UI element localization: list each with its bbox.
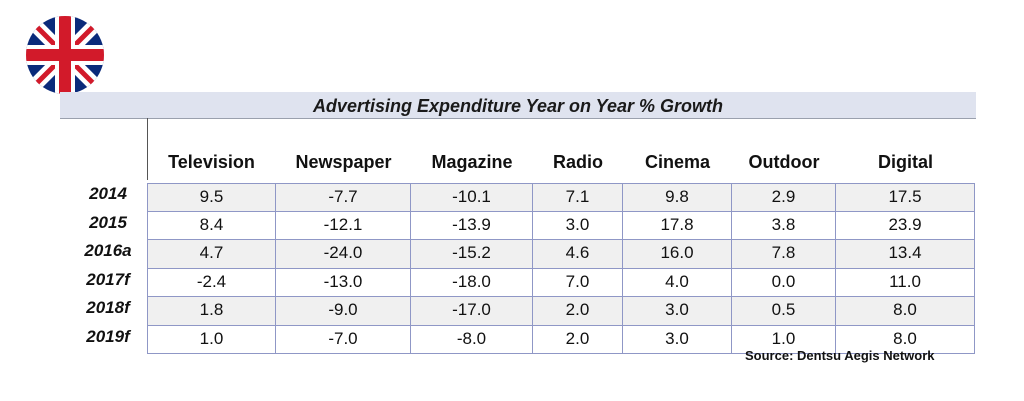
- column-header-television: Television: [168, 152, 255, 172]
- source-note: Source: Dentsu Aegis Network: [745, 348, 935, 363]
- table-cell: 0.0: [732, 268, 836, 297]
- row-label: 2019f: [86, 326, 130, 346]
- table-cell: 7.1: [533, 183, 623, 212]
- table-title: Advertising Expenditure Year on Year % G…: [312, 96, 724, 116]
- table-cell: -8.0: [411, 325, 533, 354]
- table-cell: -7.0: [276, 325, 411, 354]
- table-cell: -24.0: [276, 240, 411, 269]
- table-cell: 2.9: [732, 183, 836, 212]
- table-cell: 4.0: [623, 268, 732, 297]
- table-cell: -7.7: [276, 183, 411, 212]
- column-header-radio: Radio: [552, 152, 603, 172]
- column-header-magazine: Magazine: [431, 152, 513, 172]
- row-label: 2014: [89, 184, 127, 203]
- title-band: Advertising Expenditure Year on Year % G…: [60, 92, 976, 119]
- column-header-newspaper: Newspaper: [295, 152, 392, 172]
- table-cell: 3.0: [623, 297, 732, 326]
- table-cell: -18.0: [411, 268, 533, 297]
- table-cell: -10.1: [411, 183, 533, 212]
- table-cell: -17.0: [411, 297, 533, 326]
- table-cell: 9.8: [623, 183, 732, 212]
- table-cell: 8.0: [836, 325, 975, 354]
- table-cell: -15.2: [411, 240, 533, 269]
- row-label: 2016a: [84, 241, 132, 260]
- table-cell: 0.5: [732, 297, 836, 326]
- row-label: 2017f: [86, 269, 130, 289]
- table-cell: -13.9: [411, 211, 533, 240]
- table-cell: 17.5: [836, 183, 975, 212]
- table-cell: 1.0: [732, 325, 836, 354]
- table-cell: -2.4: [147, 268, 276, 297]
- header-divider: [147, 118, 148, 180]
- table-cell: 3.8: [732, 211, 836, 240]
- table-cell: 7.0: [533, 268, 623, 297]
- table-cell: 3.0: [623, 325, 732, 354]
- table-cell: 4.7: [147, 240, 276, 269]
- column-header-outdoor: Outdoor: [748, 152, 820, 172]
- column-header-cinema: Cinema: [644, 152, 711, 172]
- row-label: 2018f: [86, 298, 130, 317]
- table-cell: 17.8: [623, 211, 732, 240]
- table-cell: 16.0: [623, 240, 732, 269]
- table-cell: -12.1: [276, 211, 411, 240]
- table-cell: 3.0: [533, 211, 623, 240]
- table-cell: 2.0: [533, 325, 623, 354]
- row-label: 2015: [89, 212, 127, 232]
- table-cell: 2.0: [533, 297, 623, 326]
- table-cell: 8.0: [836, 297, 975, 326]
- table-cell: 7.8: [732, 240, 836, 269]
- table-cell: 8.4: [147, 211, 276, 240]
- table-cell: 23.9: [836, 211, 975, 240]
- table-cell: 1.8: [147, 297, 276, 326]
- uk-flag-icon: [26, 16, 104, 94]
- column-header-digital: Digital: [877, 152, 933, 172]
- table-cell: 4.6: [533, 240, 623, 269]
- table-cell: 11.0: [836, 268, 975, 297]
- table-cell: 13.4: [836, 240, 975, 269]
- table-cell: 9.5: [147, 183, 276, 212]
- table-cell: -9.0: [276, 297, 411, 326]
- table-cell: -13.0: [276, 268, 411, 297]
- table-cell: 1.0: [147, 325, 276, 354]
